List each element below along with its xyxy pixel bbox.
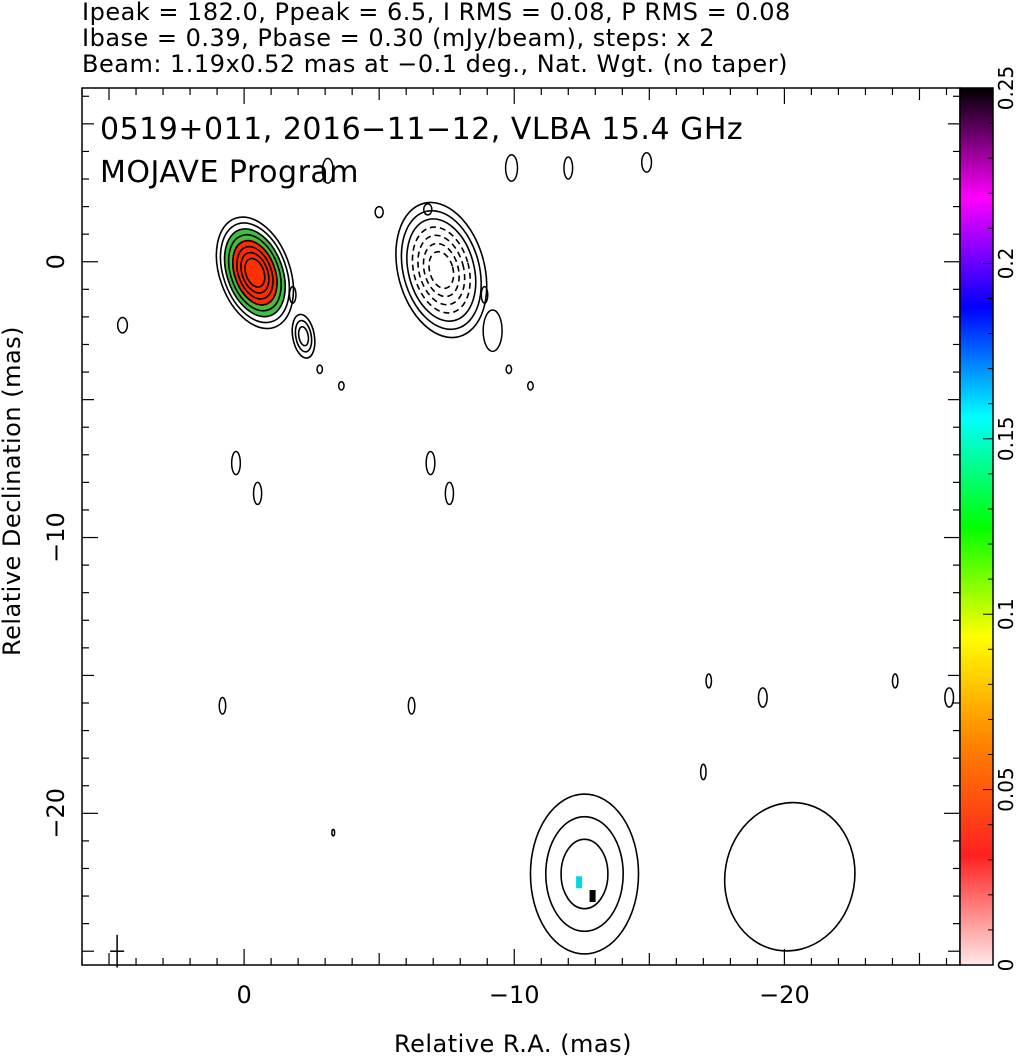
map-features: [110, 152, 955, 968]
polarization-pixel: [576, 876, 583, 889]
contour-blob: [482, 309, 503, 353]
contour-level: [227, 234, 282, 312]
colorbar-tick-label: 0.15: [994, 417, 1018, 462]
x-axis-label: Relative R.A. (mas): [394, 1030, 632, 1058]
contour-level: [411, 226, 471, 314]
polarization-pixel: [589, 890, 596, 903]
colorbar-tick-label: 0.05: [994, 767, 1018, 812]
contour-level: [215, 216, 295, 330]
colorbar-tick-label: 0: [994, 959, 1018, 972]
contour-level: [723, 801, 856, 952]
contour-level: [291, 313, 316, 359]
contour-blob: [699, 763, 707, 781]
contour-level: [294, 319, 313, 353]
x-tick-label: −20: [759, 981, 810, 1009]
contour-level: [560, 838, 609, 910]
contour-level: [400, 209, 482, 331]
contour-level: [422, 242, 460, 298]
contour-level: [428, 250, 455, 290]
x-tick-label: 0: [236, 981, 251, 1009]
contour-level: [223, 228, 287, 318]
contour-blob: [891, 673, 899, 689]
contour-blob: [641, 152, 653, 173]
y-tick-label: −20: [42, 788, 70, 839]
contour-blob: [944, 687, 955, 708]
y-tick-label: 0: [42, 254, 70, 269]
contour-level: [406, 218, 477, 322]
contour-blob: [505, 364, 513, 375]
header-line-3: Beam: 1.19x0.52 mas at −0.1 deg., Nat. W…: [82, 50, 788, 78]
feature-core: [215, 216, 295, 330]
feature-knot-2: [291, 313, 316, 359]
contour-blob: [218, 696, 227, 715]
contour-level: [236, 245, 274, 300]
contour-level: [219, 222, 291, 324]
contour-blob: [425, 450, 436, 476]
contour-blob: [504, 153, 519, 182]
plot-border: [81, 87, 961, 966]
contour-level: [240, 251, 270, 294]
contour-blob: [230, 450, 242, 476]
contour-blob: [705, 673, 713, 689]
contour-level: [244, 257, 266, 288]
contour-blob: [422, 203, 433, 216]
colorbar-tick-label: 0.25: [994, 66, 1018, 111]
colorbar-gradient: [959, 87, 994, 966]
contour-level: [395, 201, 488, 339]
contour-blob: [527, 380, 534, 391]
contour-blob: [288, 285, 297, 304]
contour-level: [231, 239, 278, 306]
feature-feature-south: [529, 793, 640, 955]
header-line-2: Ibase = 0.39, Pbase = 0.30 (mJy/beam), s…: [82, 24, 716, 52]
contour-blob: [331, 828, 336, 837]
contour-blob: [407, 696, 416, 715]
contour-blob: [374, 205, 384, 219]
y-axis-label: Relative Declination (mas): [0, 325, 26, 656]
contour-level: [417, 234, 466, 306]
contour-blob: [444, 481, 455, 506]
feature-jet-knot: [395, 201, 488, 339]
contour-blob: [480, 285, 489, 304]
colorbar: 0 0.05 0.1 0.15 0.2 0.25: [959, 66, 1018, 972]
colorbar-tick-label: 0.2: [994, 247, 1018, 279]
contour-blob: [321, 157, 334, 184]
header-line-1: Ipeak = 182.0, Ppeak = 6.5, I RMS = 0.08…: [82, 0, 791, 26]
map-annotation-program: MOJAVE Program: [100, 155, 360, 190]
map-annotation-source: 0519+011, 2016−11−12, VLBA 15.4 GHz: [100, 112, 744, 147]
contour-blob: [116, 316, 129, 334]
contour-blob: [252, 481, 263, 506]
x-tick-label: −10: [489, 981, 540, 1009]
contour-blob: [757, 687, 768, 708]
axes-frame: 0 −10 −20 0 −10 −20: [42, 87, 961, 1009]
contour-blob: [316, 364, 324, 375]
feature-feature-southwest: [723, 801, 856, 952]
contour-level: [529, 793, 640, 955]
contour-level: [544, 815, 625, 933]
contour-blob: [563, 156, 574, 180]
contour-blob: [337, 380, 345, 391]
y-tick-label: −10: [42, 512, 70, 563]
colorbar-tick-label: 0.1: [994, 598, 1018, 630]
contour-level: [297, 325, 310, 347]
